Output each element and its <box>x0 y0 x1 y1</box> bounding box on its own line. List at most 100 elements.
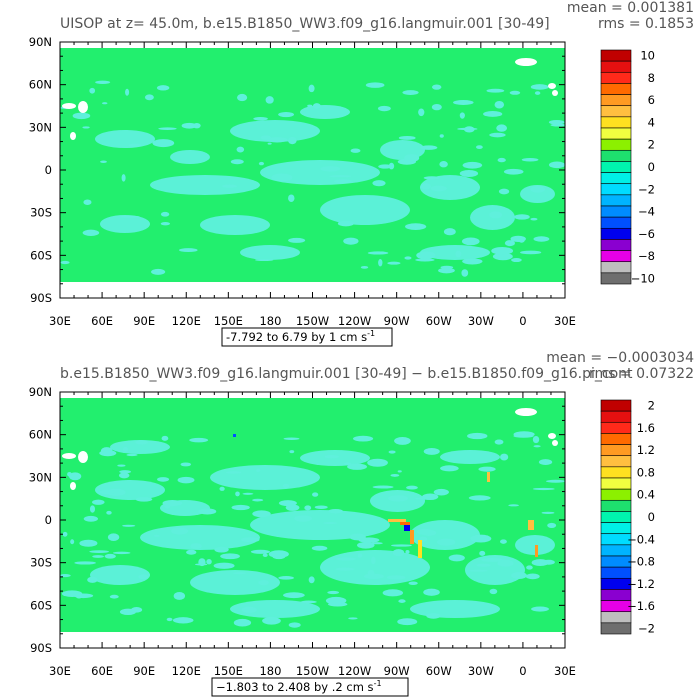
field-speck <box>172 617 194 624</box>
field-speck <box>398 599 406 603</box>
stat-mean: mean = −0.0003034 <box>546 350 694 366</box>
field-speck <box>479 550 486 556</box>
field-speck <box>533 445 541 448</box>
colorbar-swatch <box>600 83 632 95</box>
field-speck <box>230 159 244 165</box>
field-speck <box>397 470 402 473</box>
field-speck <box>289 450 295 454</box>
field-speck <box>59 574 71 578</box>
field-speck <box>343 462 352 466</box>
field-speck <box>360 265 369 269</box>
x-tick-label: 60W <box>426 314 452 328</box>
field-speck <box>503 168 524 175</box>
field-speck <box>170 527 189 535</box>
field-speck <box>404 154 420 162</box>
colorbar-label: −1.2 <box>627 577 655 591</box>
field-speck <box>334 179 352 184</box>
chart-svg-bottom: b.e15.B1850_WW3.f09_g16.langmuir.001 [30… <box>29 350 694 697</box>
field-speck <box>92 555 105 558</box>
range-label: −1.803 to 2.408 by .2 cm s-1 <box>216 679 382 694</box>
field-speck <box>320 166 341 172</box>
x-tick-label: 0 <box>519 664 526 678</box>
field-speck <box>439 134 444 138</box>
colorbar-swatch <box>600 172 632 185</box>
field-speck <box>189 437 209 443</box>
y-tick-label: 0 <box>45 513 52 527</box>
field-speck <box>513 434 534 438</box>
colorbar: 2 1.6 1.2 0.8 0.4 0 −0.4 −0.8 −1.2 −1.6 −2 <box>600 399 655 635</box>
y-tick-label: 60N <box>29 428 52 442</box>
colorbar-swatch <box>600 105 632 118</box>
y-tick-label: 60S <box>30 598 52 612</box>
x-tick-label: 90E <box>133 314 155 328</box>
field-speck <box>388 450 396 454</box>
field-patch <box>100 215 150 233</box>
field-speck <box>160 221 170 226</box>
field-speck <box>73 593 94 599</box>
field-speck <box>461 269 469 277</box>
field-speck <box>82 229 100 236</box>
stat-mean: mean = 0.001381 <box>567 0 694 16</box>
field-speck <box>440 465 459 472</box>
field-speck <box>327 590 340 595</box>
field-patch <box>170 150 210 164</box>
x-tick-label: 60E <box>91 314 113 328</box>
field-speck <box>387 261 401 265</box>
range-unit-exponent: -1 <box>374 679 382 688</box>
field-speck <box>324 454 339 459</box>
range-text: -7.792 to 6.79 by 1 cm s <box>226 330 367 344</box>
colorbar-label: 4 <box>648 115 655 129</box>
field-speck <box>504 240 515 247</box>
field-speck <box>349 533 366 541</box>
field-speck <box>178 248 198 253</box>
field-speck <box>462 258 483 265</box>
field-speck <box>157 477 170 482</box>
field-speck <box>455 250 462 258</box>
field-speck <box>377 105 391 112</box>
field-speck <box>258 161 265 166</box>
x-tick-label: 30E <box>49 314 71 328</box>
field-speck <box>511 258 522 263</box>
colorbar-swatch <box>600 477 632 490</box>
field-speck <box>262 553 268 557</box>
chart-svg-top: UISOP at z= 45.0m, b.e15.B1850_WW3.f09_g… <box>29 0 694 347</box>
field-speck <box>514 214 530 220</box>
field-speck <box>89 550 110 553</box>
field-speck <box>497 559 514 567</box>
chart-title: b.e15.B1850_WW3.f09_g16.langmuir.001 [30… <box>60 366 633 382</box>
colorbar-swatch <box>600 49 632 62</box>
colorbar-swatch <box>600 94 632 107</box>
field-patch <box>410 520 480 550</box>
field-speck <box>459 112 465 119</box>
colorbar-label: 1.2 <box>637 443 655 457</box>
field-speck <box>68 472 82 481</box>
colorbar-swatch <box>600 161 632 173</box>
field-speck <box>436 538 456 546</box>
field-speck <box>161 435 169 441</box>
field-speck <box>180 462 192 467</box>
field-speck <box>266 137 288 143</box>
field-speck <box>206 559 212 565</box>
colorbar-label: 1.6 <box>637 421 655 435</box>
field-speck <box>405 550 410 554</box>
land-mask <box>70 482 76 490</box>
field-speck <box>489 132 506 138</box>
field-speck <box>322 522 338 525</box>
field-speck <box>109 594 119 599</box>
range-box <box>211 677 409 697</box>
field-speck <box>416 528 433 535</box>
colorbar-label: −10 <box>631 271 655 285</box>
field-speck <box>530 186 546 193</box>
field-speck <box>106 510 112 515</box>
field-speck <box>181 122 197 129</box>
field-speck <box>135 440 148 445</box>
x-tick-label: 30E <box>554 664 576 678</box>
colorbar-label: −8 <box>638 249 655 263</box>
colorbar-label: 0 <box>648 160 655 174</box>
field-speck <box>404 256 412 260</box>
field-speck <box>300 600 317 604</box>
field-speck <box>83 199 92 205</box>
field-speck <box>392 549 405 557</box>
field-speck <box>468 495 491 501</box>
field-speck <box>532 435 540 444</box>
